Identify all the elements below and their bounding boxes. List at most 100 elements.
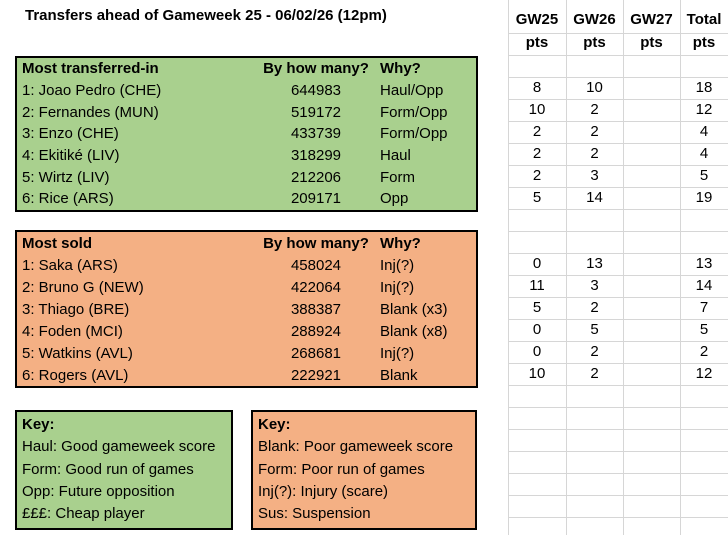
gridline-horizontal — [508, 407, 728, 408]
why-cell: Opp — [380, 190, 409, 208]
points-cell: 8 — [532, 79, 542, 96]
player-cell: 6: Rogers (AVL) — [22, 366, 129, 384]
points-cell: 12 — [695, 101, 713, 118]
points-cell: 2 — [532, 123, 542, 140]
table-row: 3: Enzo (CHE) 433739 Form/Opp — [17, 123, 476, 145]
points-cell: 4 — [699, 123, 709, 140]
column-header-why: Why? — [380, 60, 421, 78]
player-cell: 3: Thiago (BRE) — [22, 300, 130, 318]
table-row: 1: Saka (ARS) 458024 Inj(?) — [17, 254, 476, 276]
points-cell: 2 — [590, 145, 599, 162]
points-cell: 10 — [528, 101, 546, 118]
points-cell: 3 — [590, 277, 599, 294]
table-row: 3: Thiago (BRE) 388387 Blank (x3) — [17, 298, 476, 320]
column-header-count: By how many? — [263, 234, 369, 252]
gridline-horizontal — [508, 473, 728, 474]
points-cell: 2 — [590, 123, 599, 140]
key-line: Opp: Future opposition — [22, 482, 175, 500]
key-line: Inj(?): Injury (scare) — [258, 482, 389, 500]
count-cell: 288924 — [290, 322, 342, 340]
key-line: Form: Poor run of games — [258, 460, 425, 478]
key-title: Key: — [22, 416, 55, 433]
gridline-vertical — [566, 0, 567, 535]
points-cell: 12 — [695, 365, 713, 382]
points-cell: 2 — [590, 365, 599, 382]
player-cell: 2: Bruno G (NEW) — [22, 278, 144, 296]
why-cell: Haul — [380, 147, 411, 165]
count-cell: 212206 — [290, 168, 342, 186]
transferred-in-header-row: Most transferred-in By how many? Why? — [17, 58, 476, 80]
count-cell: 422064 — [290, 278, 342, 296]
table-row: 4: Foden (MCI) 288924 Blank (x8) — [17, 320, 476, 342]
points-cell: 2 — [590, 343, 599, 360]
gridline-horizontal — [508, 33, 728, 34]
count-cell: 209171 — [290, 190, 342, 208]
points-column-label: GW26 — [573, 11, 616, 28]
points-cell: 5 — [532, 299, 542, 316]
table-row: 2: Bruno G (NEW) 422064 Inj(?) — [17, 276, 476, 298]
player-cell: 3: Enzo (CHE) — [22, 125, 119, 143]
table-row: 5: Watkins (AVL) 268681 Inj(?) — [17, 342, 476, 364]
transferred-in-table: Most transferred-in By how many? Why? 1:… — [15, 56, 478, 212]
points-cell: 2 — [532, 145, 542, 162]
player-cell: 1: Saka (ARS) — [22, 256, 118, 274]
player-cell: 6: Rice (ARS) — [22, 190, 114, 208]
gridline-horizontal — [508, 297, 728, 298]
gridline-horizontal — [508, 429, 728, 430]
key-box-most-sold: Key: Blank: Poor gameweek score Form: Po… — [251, 410, 477, 530]
player-cell: 2: Fernandes (MUN) — [22, 103, 159, 121]
gridline-horizontal — [508, 165, 728, 166]
points-cell: 13 — [695, 255, 713, 272]
points-column-label: GW25 — [515, 11, 559, 28]
gridline-horizontal — [508, 275, 728, 276]
why-cell: Form/Opp — [380, 125, 448, 143]
gridline-horizontal — [508, 341, 728, 342]
why-cell: Inj(?) — [380, 278, 415, 296]
why-cell: Blank — [380, 366, 418, 384]
why-cell: Form/Opp — [380, 103, 448, 121]
points-cell: 19 — [695, 189, 713, 206]
gridline-horizontal — [508, 99, 728, 100]
points-cell: 0 — [532, 343, 542, 360]
why-cell: Inj(?) — [380, 344, 415, 362]
player-cell: 5: Watkins (AVL) — [22, 344, 133, 362]
table-row: 4: Ekitiké (LIV) 318299 Haul — [17, 145, 476, 167]
why-cell: Blank (x3) — [380, 300, 448, 318]
points-cell: 5 — [699, 321, 709, 338]
points-column-unit: pts — [640, 34, 663, 51]
column-header-count: By how many? — [263, 60, 369, 78]
gridline-horizontal — [508, 209, 728, 210]
points-cell: 14 — [586, 189, 603, 206]
most-sold-header-row: Most sold By how many? Why? — [17, 232, 476, 254]
points-cell: 10 — [528, 365, 546, 382]
gridline-horizontal — [508, 517, 728, 518]
count-cell: 458024 — [290, 256, 342, 274]
table-title: Most transferred-in — [22, 60, 159, 78]
points-cell: 5 — [532, 189, 542, 206]
points-cell: 13 — [586, 255, 603, 272]
why-cell: Haul/Opp — [380, 82, 444, 100]
points-column-label: GW27 — [630, 11, 673, 28]
count-cell: 222921 — [290, 366, 342, 384]
gridline-horizontal — [508, 363, 728, 364]
points-cell: 2 — [590, 101, 599, 118]
key-line: Haul: Good gameweek score — [22, 438, 216, 456]
gridline-horizontal — [508, 121, 728, 122]
key-line: Blank: Poor gameweek score — [258, 438, 454, 456]
points-column-label: Total — [686, 11, 722, 28]
player-cell: 4: Ekitiké (LIV) — [22, 147, 120, 165]
count-cell: 519172 — [290, 103, 342, 121]
gridline-horizontal — [508, 385, 728, 386]
gridline-vertical — [680, 0, 681, 535]
points-cell: 0 — [532, 255, 542, 272]
table-row: 6: Rice (ARS) 209171 Opp — [17, 188, 476, 210]
why-cell: Inj(?) — [380, 256, 415, 274]
gridline-horizontal — [508, 253, 728, 254]
points-cell: 7 — [699, 299, 709, 316]
points-cell: 2 — [590, 299, 599, 316]
points-column-unit: pts — [583, 34, 606, 51]
player-cell: 4: Foden (MCI) — [22, 322, 123, 340]
count-cell: 388387 — [290, 300, 342, 318]
gridline-horizontal — [508, 319, 728, 320]
player-cell: 1: Joao Pedro (CHE) — [22, 82, 162, 100]
